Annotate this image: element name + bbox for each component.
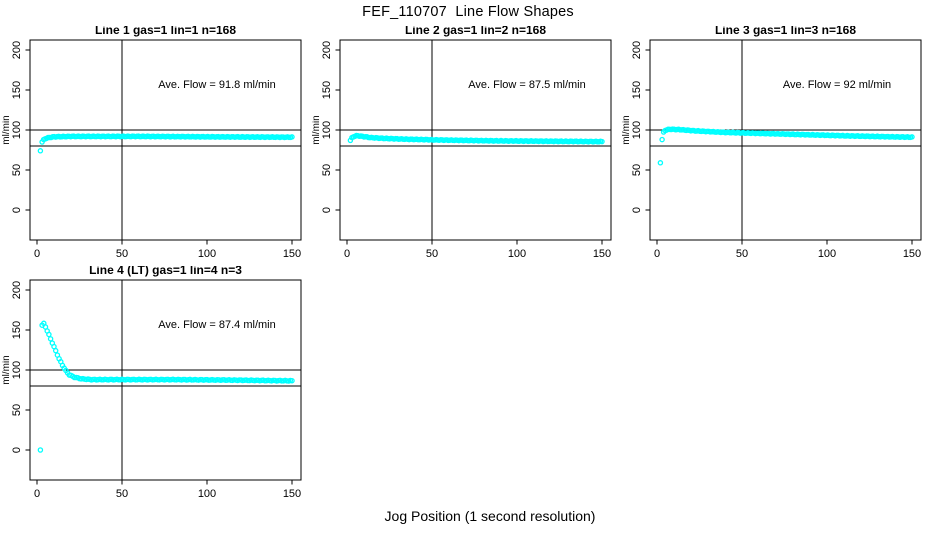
x-tick-label: 150 [283, 248, 301, 260]
x-tick-label: 150 [903, 248, 921, 260]
y-tick-label: 100 [631, 121, 643, 139]
y-tick-label: 200 [11, 281, 23, 299]
x-tick-label: 100 [818, 248, 836, 260]
y-tick-label: 50 [11, 404, 23, 416]
panel-title: Line 4 (LT) gas=1 lin=4 n=3 [89, 266, 242, 277]
x-tick-label: 0 [654, 248, 660, 260]
ave-flow-annotation: Ave. Flow = 91.8 ml/min [158, 79, 275, 91]
ave-flow-annotation: Ave. Flow = 87.4 ml/min [158, 319, 275, 331]
y-tick-label: 200 [631, 41, 643, 59]
x-tick-label: 0 [34, 248, 40, 260]
data-points [37, 133, 295, 154]
panel-line-4: Line 4 (LT) gas=1 lin=4 n=3 0 50 100 150 0 50 1… [1, 263, 314, 516]
y-tick-label: 50 [631, 164, 643, 176]
figure-xlabel: Jog Position (1 second resolution) [384, 508, 596, 524]
panel-line-3: Line 3 gas=1 lin=3 n=168 0 50 100 150 0 50 100 1… [621, 23, 934, 276]
ave-flow-annotation: Ave. Flow = 87.5 ml/min [468, 79, 585, 91]
data-points [347, 132, 605, 145]
y-axis-label: ml/min [312, 115, 322, 144]
y-tick-label: 150 [631, 81, 643, 99]
x-tick-label: 100 [198, 488, 216, 500]
y-tick-label: 200 [321, 41, 333, 59]
plot-box [29, 39, 302, 241]
panel-plot-4: Line 4 (LT) gas=1 lin=4 n=3 0 50 100 150 0 50 1… [1, 263, 302, 500]
x-tick-label: 50 [426, 248, 438, 260]
plot-box [339, 39, 612, 241]
data-points [657, 126, 915, 166]
data-points [37, 320, 295, 453]
panel-title: Line 3 gas=1 lin=3 n=168 [715, 26, 856, 37]
x-tick-label: 0 [34, 488, 40, 500]
panel-plot-3: Line 3 gas=1 lin=3 n=168 0 50 100 150 0 50 100 1… [621, 23, 922, 260]
y-tick-label: 100 [321, 121, 333, 139]
y-tick-label: 100 [11, 121, 23, 139]
x-tick-label: 50 [736, 248, 748, 260]
x-tick-label: 150 [593, 248, 611, 260]
panel-line-2: Line 2 gas=1 lin=2 n=168 0 50 100 150 0 50 100 1… [311, 23, 624, 276]
panel-plot-1: Line 1 gas=1 lin=1 n=168 0 50 100 150 0 50 100 1… [1, 23, 302, 260]
panel-title: Line 2 gas=1 lin=2 n=168 [405, 26, 546, 37]
x-tick-label: 0 [344, 248, 350, 260]
y-tick-label: 0 [321, 207, 333, 213]
x-tick-label: 150 [283, 488, 301, 500]
y-tick-label: 50 [11, 164, 23, 176]
x-tick-label: 50 [116, 488, 128, 500]
ave-flow-annotation: Ave. Flow = 92 ml/min [783, 79, 891, 91]
y-tick-label: 50 [321, 164, 333, 176]
plot-box [649, 39, 922, 241]
y-axis-label: ml/min [622, 115, 632, 144]
y-tick-label: 0 [631, 207, 643, 213]
y-tick-label: 0 [11, 207, 23, 213]
x-tick-label: 100 [198, 248, 216, 260]
y-tick-label: 150 [11, 321, 23, 339]
y-tick-label: 150 [11, 81, 23, 99]
panel-title: Line 1 gas=1 lin=1 n=168 [95, 26, 236, 37]
y-tick-label: 200 [11, 41, 23, 59]
y-axis-label: ml/min [2, 115, 12, 144]
y-tick-label: 150 [321, 81, 333, 99]
x-tick-label: 50 [116, 248, 128, 260]
x-tick-label: 100 [508, 248, 526, 260]
y-axis-label: ml/min [2, 355, 12, 384]
y-tick-label: 100 [11, 361, 23, 379]
y-tick-label: 0 [11, 447, 23, 453]
panel-plot-2: Line 2 gas=1 lin=2 n=168 0 50 100 150 0 50 100 1… [311, 23, 612, 260]
panel-line-1: Line 1 gas=1 lin=1 n=168 0 50 100 150 0 50 100 1… [1, 23, 314, 276]
plot-box [29, 279, 302, 481]
figure-title: FEF_110707 Line Flow Shapes [362, 4, 574, 20]
